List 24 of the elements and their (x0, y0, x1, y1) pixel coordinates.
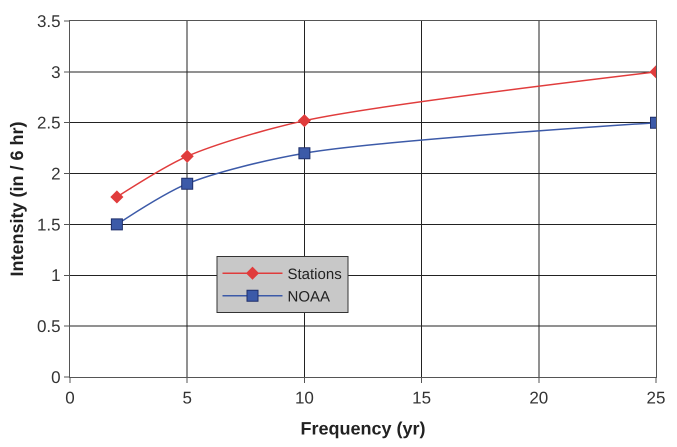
x-tick-label: 25 (646, 388, 666, 408)
x-axis-title: Frequency (yr) (300, 418, 426, 438)
x-tick-label: 10 (294, 388, 314, 408)
legend-label: NOAA (288, 288, 330, 306)
y-tick-label: 2.5 (36, 114, 61, 133)
x-tick-label: 5 (182, 388, 192, 408)
x-tick-label: 15 (412, 388, 432, 408)
y-tick-label: 2 (51, 164, 61, 184)
point (298, 114, 311, 128)
y-tick-label: 1.5 (36, 215, 61, 234)
point (110, 190, 124, 204)
point (181, 178, 194, 190)
y-tick-label: 1 (51, 266, 61, 286)
y-tick-label: 0.5 (36, 317, 61, 336)
x-tick-label: 0 (65, 388, 75, 408)
y-tick-label: 3 (51, 62, 61, 82)
point (110, 218, 123, 230)
point (298, 147, 310, 160)
point (180, 150, 194, 163)
y-tick-label: 3.5 (36, 12, 61, 31)
legend-label: Stations (288, 266, 342, 284)
y-axis-title: Intensity (in / 6 hr) (7, 121, 28, 277)
y-tick-label: 0 (51, 368, 61, 387)
x-tick-label: 20 (529, 388, 548, 408)
